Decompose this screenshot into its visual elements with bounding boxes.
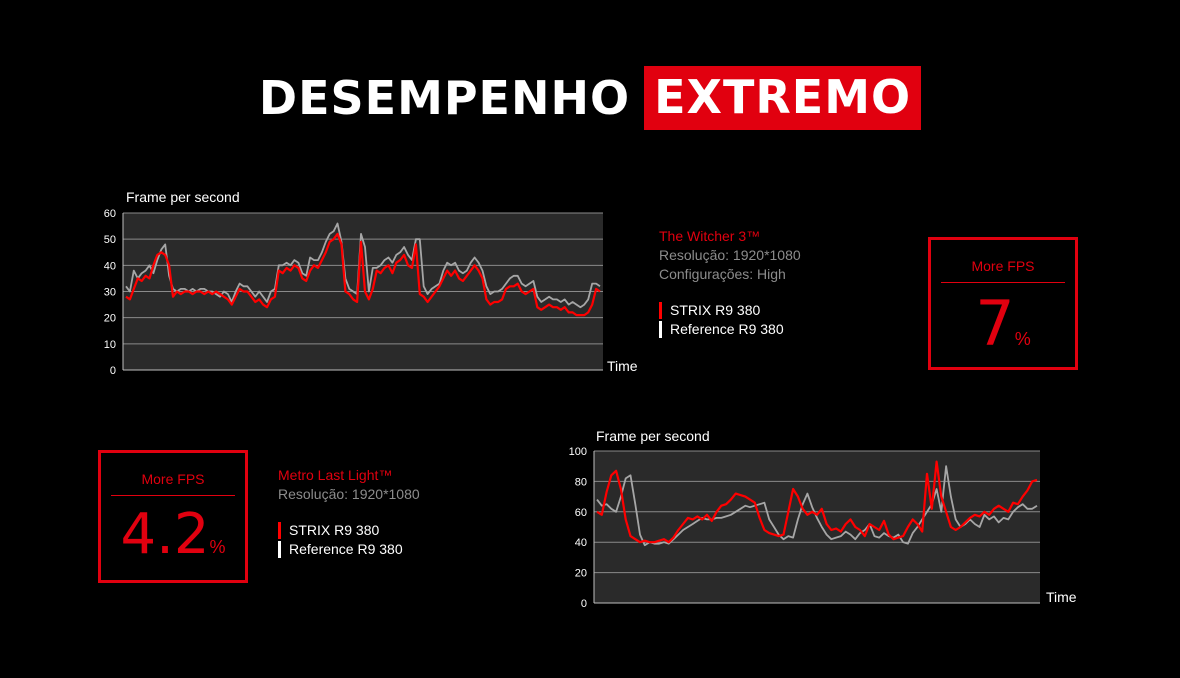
- series-line-reference: [596, 465, 1038, 547]
- legend-item-strix: STRIX R9 380: [278, 521, 420, 540]
- strix-swatch: [659, 302, 662, 319]
- more-fps-divider: [111, 495, 235, 496]
- more-fps-divider: [941, 282, 1065, 283]
- more-fps-label: More FPS: [971, 258, 1035, 274]
- legend-item-reference: Reference R9 380: [278, 540, 420, 559]
- plot-area: [594, 451, 1040, 603]
- legend-label-reference: Reference R9 380: [289, 541, 403, 557]
- legend-item-strix: STRIX R9 380: [659, 301, 801, 320]
- legend-label-strix: STRIX R9 380: [670, 302, 761, 318]
- series-line-strix: [125, 232, 601, 317]
- metro-game-name: Metro Last Light™: [278, 467, 393, 483]
- reference-swatch: [659, 321, 662, 338]
- y-tick-label: 50: [104, 234, 116, 246]
- page-title: DESEMPENHO EXTREMO: [0, 66, 1180, 130]
- metro-resolution: Resolução: 1920*1080: [278, 486, 420, 502]
- reference-swatch: [278, 541, 281, 558]
- chart-title: Frame per second: [126, 189, 240, 205]
- series-line-strix: [596, 460, 1038, 544]
- witcher-info: The Witcher 3™ Resolução: 1920*1080 Conf…: [659, 227, 801, 339]
- y-tick-label: 80: [575, 476, 587, 488]
- y-tick-label: 40: [575, 537, 587, 549]
- title-word-2-highlight: EXTREMO: [644, 66, 922, 130]
- x-axis-label: Time: [1046, 589, 1077, 605]
- legend-label-reference: Reference R9 380: [670, 321, 784, 337]
- more-fps-value: 4.2: [120, 502, 210, 567]
- title-word-1: DESEMPENHO: [258, 71, 631, 125]
- metro-info: Metro Last Light™ Resolução: 1920*1080 S…: [278, 466, 420, 559]
- more-fps-figure: 7%: [931, 287, 1075, 360]
- y-tick-label: 0: [581, 598, 587, 610]
- legend-item-reference: Reference R9 380: [659, 320, 801, 339]
- y-tick-label: 100: [569, 446, 587, 458]
- y-tick-label: 10: [104, 339, 116, 351]
- y-tick-label: 30: [104, 287, 116, 299]
- metro-more-fps-box: More FPS 4.2%: [98, 450, 248, 583]
- more-fps-figure: 4.2%: [101, 502, 245, 567]
- metro-legend: STRIX R9 380 Reference R9 380: [278, 521, 420, 559]
- series-line-reference: [125, 222, 601, 309]
- y-tick-label: 60: [575, 507, 587, 519]
- chart-title: Frame per second: [596, 428, 710, 444]
- plot-area: [123, 213, 603, 370]
- x-axis-label: Time: [607, 358, 638, 374]
- y-tick-label: 40: [104, 260, 116, 272]
- witcher-more-fps-box: More FPS 7%: [928, 237, 1078, 370]
- more-fps-label: More FPS: [141, 471, 205, 487]
- more-fps-unit: %: [1014, 329, 1031, 349]
- legend-label-strix: STRIX R9 380: [289, 522, 380, 538]
- y-tick-label: 0: [110, 365, 116, 377]
- strix-swatch: [278, 522, 281, 539]
- witcher-legend: STRIX R9 380 Reference R9 380: [659, 301, 801, 339]
- more-fps-unit: %: [209, 537, 226, 557]
- y-tick-label: 20: [575, 568, 587, 580]
- y-tick-label: 60: [104, 208, 116, 220]
- more-fps-value: 7: [975, 287, 1015, 360]
- witcher-settings: Configurações: High: [659, 266, 786, 282]
- y-tick-label: 20: [104, 313, 116, 325]
- witcher-game-name: The Witcher 3™: [659, 228, 761, 244]
- witcher-resolution: Resolução: 1920*1080: [659, 247, 801, 263]
